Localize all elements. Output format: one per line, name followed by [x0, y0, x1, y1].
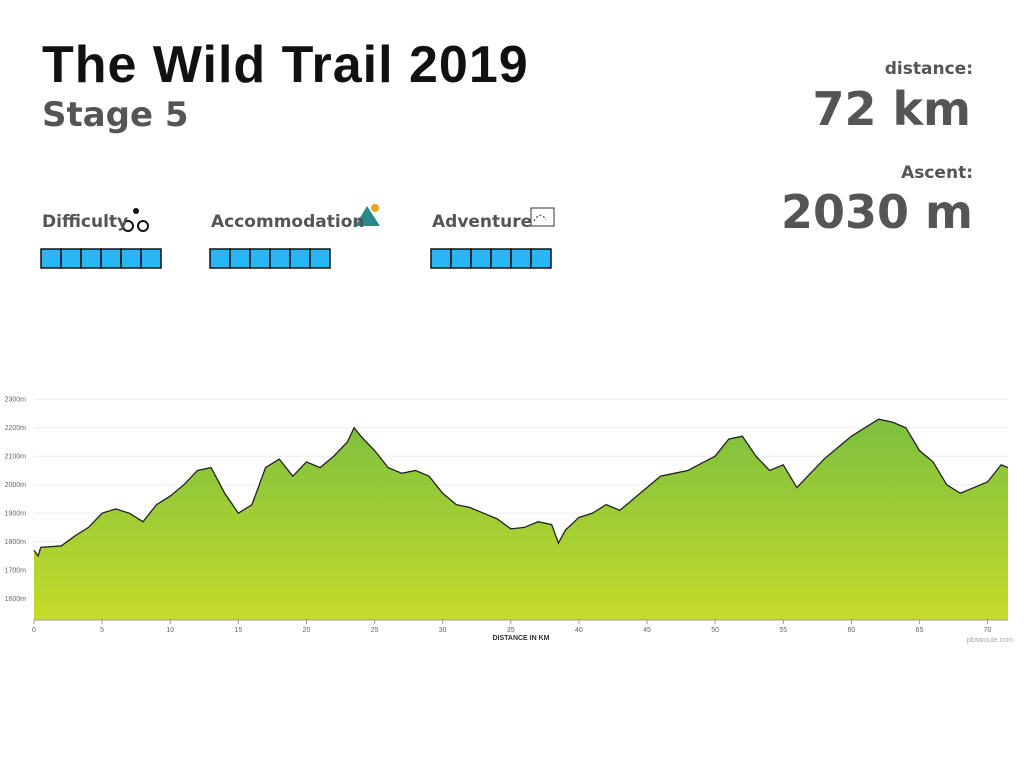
rating-cell: [490, 248, 512, 269]
rating-cell: [120, 248, 142, 269]
stat-label: Ascent:: [901, 163, 973, 183]
x-tick-label: 40: [575, 627, 583, 634]
y-tick-label: 2200m: [5, 425, 27, 432]
y-tick-label: 2100m: [5, 454, 27, 461]
title: The Wild Trail 2019: [42, 36, 529, 94]
rating-cell: [40, 248, 62, 269]
y-tick-label: 1600m: [5, 596, 27, 603]
x-tick-label: 15: [234, 627, 242, 634]
rating-cell: [60, 248, 82, 269]
x-tick-label: 30: [439, 627, 447, 634]
x-tick-label: 20: [303, 627, 311, 634]
icon: [137, 220, 149, 232]
x-tick-label: 10: [166, 627, 174, 634]
y-tick-label: 1800m: [5, 539, 27, 546]
icon: [533, 214, 547, 222]
rating-cell: [80, 248, 102, 269]
x-tick-label: 65: [916, 627, 924, 634]
area-fill: [34, 419, 1008, 620]
icon: [122, 220, 134, 232]
icon: [530, 207, 555, 227]
credit: plotaroute.com: [967, 637, 1013, 644]
y-tick-label: 2300m: [5, 397, 27, 404]
rating-cell: [269, 248, 291, 269]
x-tick-label: 0: [32, 627, 36, 634]
icon: [355, 206, 380, 226]
x-tick-label: 50: [711, 627, 719, 634]
rating-cell: [510, 248, 532, 269]
stat-value: 2030 m: [781, 185, 973, 239]
x-tick-label: 60: [847, 627, 855, 634]
rating-cell: [140, 248, 162, 269]
rating-cell: [249, 248, 271, 269]
x-axis-label: DISTANCE IN KM: [492, 635, 549, 642]
y-tick-label: 1900m: [5, 511, 27, 518]
rating-cell: [100, 248, 122, 269]
y-tick-label: 1700m: [5, 568, 27, 575]
x-tick-label: 70: [984, 627, 992, 634]
rating-cell: [450, 248, 472, 269]
rating-label: Adventure: [432, 212, 532, 232]
x-tick-label: 5: [100, 627, 104, 634]
x-tick-label: 25: [371, 627, 379, 634]
x-tick-label: 35: [507, 627, 515, 634]
x-tick-label: 55: [779, 627, 787, 634]
elevation-line: [33, 418, 1009, 558]
rating-cell: [530, 248, 552, 269]
rating-cell: [289, 248, 311, 269]
rating-cell: [309, 248, 331, 269]
subtitle: Stage 5: [42, 95, 189, 135]
y-tick-label: 2000m: [5, 482, 27, 489]
icon: [371, 204, 379, 212]
rating-cell: [470, 248, 492, 269]
stat-label: distance:: [885, 59, 973, 79]
rating-cell: [229, 248, 251, 269]
icon: [133, 208, 139, 214]
x-tick-label: 45: [643, 627, 651, 634]
rating-cell: [209, 248, 231, 269]
rating-label: Accommodation: [211, 212, 364, 232]
rating-cell: [430, 248, 452, 269]
stat-value: 72 km: [812, 82, 971, 136]
rating-label: Difficulty: [42, 212, 128, 232]
